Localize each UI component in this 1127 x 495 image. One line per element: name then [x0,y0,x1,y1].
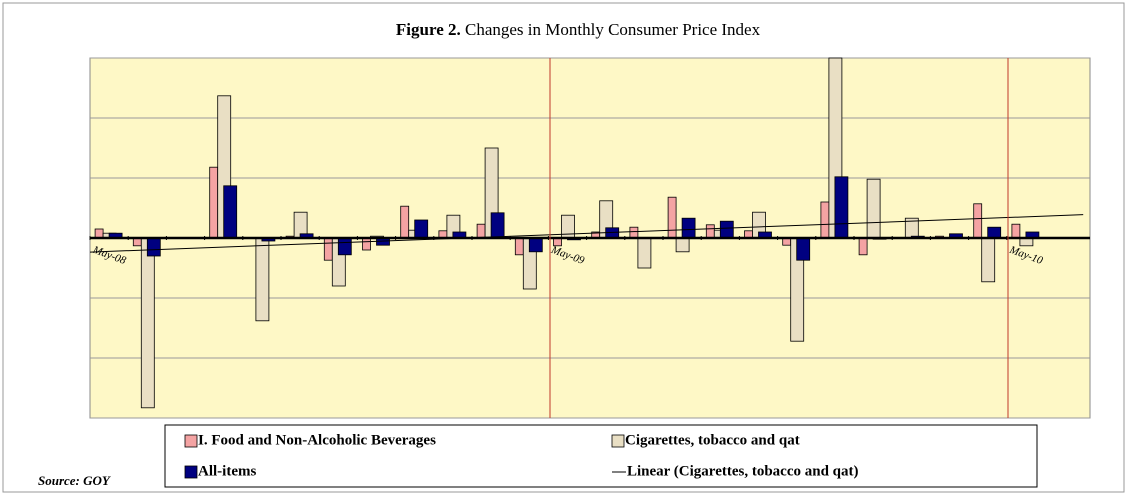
legend-swatch [184,465,198,479]
legend-label: Linear (Cigarettes, tobacco and qat) [627,463,859,479]
bar [400,205,410,239]
bar [490,212,505,239]
legend-swatch [611,434,625,448]
bar [858,237,868,256]
bar [140,237,155,409]
legend-label: All-items [198,463,256,479]
legend-label: Cigarettes, tobacco and qat [625,432,800,448]
bar [337,237,352,256]
bar [796,237,811,261]
legend [164,424,1038,488]
bar [629,226,639,239]
bar [528,237,543,253]
bar [681,217,696,239]
bar [476,223,486,239]
bar [94,228,104,239]
title-text: Changes in Monthly Consumer Price Index [465,20,761,39]
bar [414,219,429,239]
source: Source: GOY [38,473,111,488]
bar [223,185,238,239]
bar [719,220,734,239]
bar [323,237,333,261]
legend-swatch [184,434,198,448]
bar [820,201,830,239]
bar [866,178,881,239]
bar [834,176,849,239]
bar [637,237,652,269]
bar [981,237,996,283]
bar [667,196,677,239]
legend-label: I. Food and Non-Alcoholic Beverages [198,432,436,448]
title-label: Figure 2. [396,20,461,39]
bar [987,226,1002,239]
bar [362,237,371,251]
chart-title: Figure 2. Changes in Monthly Consumer Pr… [396,20,761,39]
trend-line [89,214,1084,253]
bar [146,237,161,257]
bar [209,166,219,239]
bar [973,203,983,239]
bar [675,237,690,253]
bar [705,224,715,239]
bar [514,237,524,256]
bar [255,237,270,322]
bar [1011,223,1021,239]
